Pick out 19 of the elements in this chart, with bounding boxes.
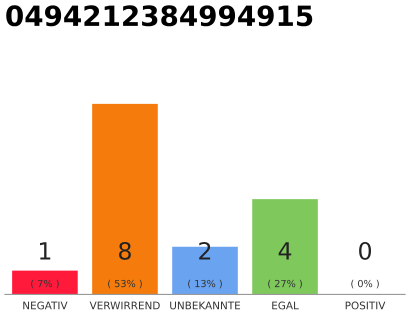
annotation: ( 53% ) <box>108 280 142 288</box>
annotation: ( 7% ) <box>31 280 59 288</box>
x-tick-label: NEGATIV <box>23 302 68 310</box>
bar <box>252 199 318 294</box>
annotation: ( 27% ) <box>268 280 302 288</box>
x-tick-label: VERWIRREND <box>90 302 160 310</box>
x-tick-label: UNBEKANNTE <box>170 302 240 310</box>
annotation: ( 0% ) <box>351 280 379 288</box>
bar <box>12 270 78 294</box>
chart-title: 0494212384994915 <box>6 5 312 26</box>
bar <box>92 104 158 294</box>
data-label: 8 <box>119 242 131 260</box>
x-tick-label: POSITIV <box>346 302 386 310</box>
data-label: 2 <box>199 242 210 260</box>
data-label: 0 <box>359 242 372 260</box>
x-tick-label: EGAL <box>272 302 299 310</box>
data-label: 1 <box>40 242 50 260</box>
data-label: 4 <box>278 242 292 260</box>
annotation: ( 13% ) <box>188 280 222 288</box>
